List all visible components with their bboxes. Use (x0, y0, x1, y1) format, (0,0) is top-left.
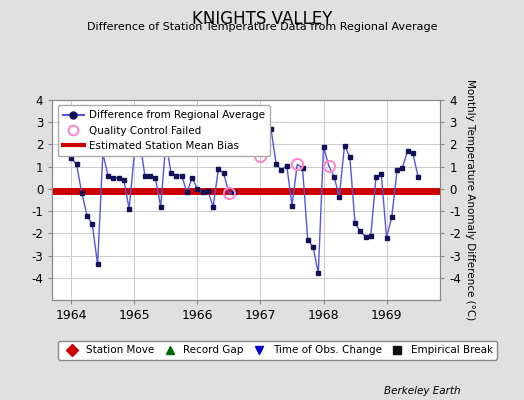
Text: KNIGHTS VALLEY: KNIGHTS VALLEY (192, 10, 332, 28)
Text: Difference of Station Temperature Data from Regional Average: Difference of Station Temperature Data f… (87, 22, 437, 32)
Legend: Station Move, Record Gap, Time of Obs. Change, Empirical Break: Station Move, Record Gap, Time of Obs. C… (58, 341, 497, 360)
Text: Berkeley Earth: Berkeley Earth (385, 386, 461, 396)
Y-axis label: Monthly Temperature Anomaly Difference (°C): Monthly Temperature Anomaly Difference (… (465, 79, 475, 321)
